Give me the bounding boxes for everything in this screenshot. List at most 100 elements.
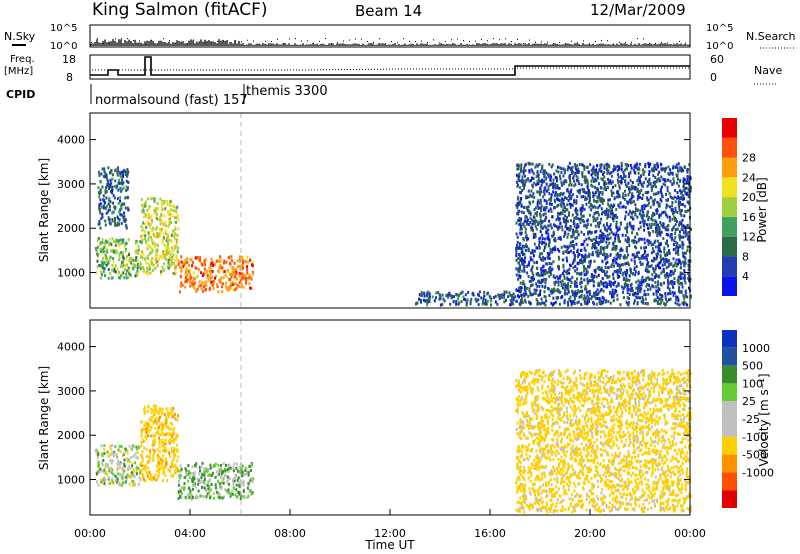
range-gate-cell — [163, 471, 166, 474]
range-gate-cell — [210, 276, 213, 280]
range-gate-cell — [175, 467, 178, 471]
range-gate-cell — [644, 293, 647, 297]
range-gate-cell — [104, 172, 107, 176]
range-gate-cell — [583, 273, 586, 277]
range-gate-cell — [104, 219, 107, 223]
range-gate-cell — [574, 264, 577, 268]
range-gate-cell — [172, 204, 175, 208]
range-gate-cell — [624, 217, 626, 221]
range-gate-cell — [464, 298, 467, 302]
range-gate-cell — [659, 266, 662, 270]
range-gate-cell — [558, 199, 561, 202]
range-gate-cell — [682, 169, 685, 173]
range-gate-cell — [209, 488, 212, 492]
station-title: King Salmon (fitACF) — [92, 0, 268, 20]
freq-tick-high: 18 — [62, 53, 76, 66]
range-gate-cell — [159, 255, 162, 258]
range-gate-cell — [167, 264, 170, 267]
range-gate-cell — [593, 274, 596, 278]
range-gate-cell — [581, 175, 584, 179]
range-gate-cell — [159, 230, 162, 234]
range-gate-cell — [527, 211, 530, 215]
nsearch-point — [547, 41, 548, 43]
range-gate-cell — [221, 285, 223, 289]
range-gate-cell — [218, 266, 221, 270]
range-gate-cell — [424, 299, 427, 303]
range-gate-cell — [604, 209, 607, 213]
range-gate-cell — [529, 193, 532, 197]
range-gate-cell — [583, 165, 586, 169]
range-gate-cell — [667, 224, 670, 228]
range-gate-cell — [158, 463, 161, 467]
range-gate-cell — [139, 471, 141, 475]
range-gate-cell — [98, 209, 101, 213]
range-gate-cell — [596, 164, 598, 168]
range-gate-cell — [611, 248, 614, 251]
range-gate-cell — [194, 482, 196, 486]
range-gate-cell — [517, 219, 520, 222]
range-gate-cell — [640, 188, 643, 192]
range-gate-cell — [584, 197, 587, 201]
range-gate-cell — [533, 249, 536, 253]
range-gate-cell — [586, 298, 589, 302]
range-gate-cell — [532, 192, 535, 196]
range-gate-cell — [650, 187, 653, 191]
range-gate-cell — [518, 164, 520, 168]
range-gate-cell — [627, 181, 630, 185]
range-gate-cell — [111, 218, 114, 221]
range-gate-cell — [145, 455, 148, 458]
range-gate-cell — [655, 185, 658, 189]
range-gate-cell — [642, 301, 645, 305]
range-gate-cell — [628, 301, 631, 305]
range-gate-cell — [109, 445, 112, 449]
range-gate-cell — [553, 223, 555, 227]
range-gate-cell — [466, 298, 469, 302]
range-gate-cell — [552, 190, 555, 194]
power-y-tick-label: 4000 — [57, 134, 85, 147]
range-gate-cell — [596, 251, 599, 255]
range-gate-cell — [684, 190, 687, 194]
range-gate-cell — [110, 181, 113, 185]
range-gate-cell — [674, 301, 677, 305]
nsearch-point — [103, 42, 104, 44]
range-gate-cell — [576, 212, 579, 216]
range-gate-cell — [174, 227, 177, 231]
range-gate-cell — [639, 209, 642, 213]
range-gate-cell — [536, 171, 539, 175]
range-gate-cell — [167, 413, 169, 417]
range-gate-cell — [525, 245, 528, 248]
range-gate-cell — [619, 249, 622, 252]
range-gate-cell — [670, 171, 672, 175]
range-gate-cell — [120, 274, 122, 278]
range-gate-cell — [617, 269, 620, 273]
range-gate-cell — [160, 270, 162, 273]
range-gate-cell — [600, 233, 603, 237]
range-gate-cell — [125, 173, 127, 176]
range-gate-cell — [671, 217, 674, 221]
nsearch-point — [595, 41, 596, 43]
range-gate-cell — [586, 254, 589, 258]
range-gate-cell — [124, 264, 127, 268]
range-gate-cell — [164, 438, 167, 442]
range-gate-cell — [573, 216, 576, 220]
range-gate-cell — [542, 255, 545, 259]
range-gate-cell — [530, 178, 533, 182]
range-gate-cell — [544, 295, 547, 299]
range-gate-cell — [680, 289, 683, 293]
range-gate-cell — [657, 243, 660, 247]
range-gate-cell — [575, 168, 578, 172]
range-gate-cell — [176, 233, 179, 237]
range-gate-cell — [571, 235, 573, 239]
range-gate-cell — [664, 241, 667, 245]
range-gate-cell — [531, 271, 534, 275]
range-gate-cell — [656, 211, 658, 215]
nsearch-point — [211, 42, 212, 44]
range-gate-cell — [524, 164, 526, 168]
range-gate-cell — [549, 178, 552, 182]
range-gate-cell — [221, 290, 224, 293]
range-gate-cell — [638, 196, 641, 199]
range-gate-cell — [625, 167, 628, 171]
range-gate-cell — [618, 184, 621, 188]
range-gate-cell — [573, 224, 576, 228]
range-gate-cell — [564, 288, 566, 292]
